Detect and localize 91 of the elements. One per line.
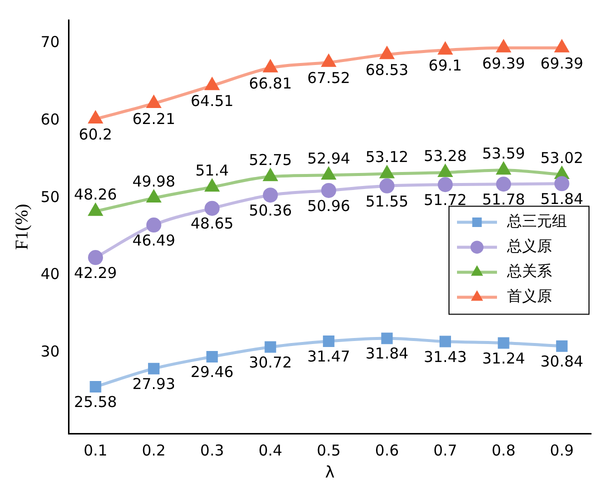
legend-label: 总关系 bbox=[506, 262, 552, 280]
point bbox=[88, 250, 103, 266]
point bbox=[88, 204, 102, 216]
point bbox=[555, 40, 569, 52]
point bbox=[554, 176, 570, 192]
x-tick-label: 0.3 bbox=[200, 442, 224, 460]
data-label: 48.65 bbox=[190, 214, 234, 233]
legend-label: 总三元组 bbox=[506, 212, 567, 230]
data-label: 69.39 bbox=[482, 54, 526, 72]
point bbox=[438, 42, 452, 55]
data-label: 53.12 bbox=[365, 148, 408, 166]
data-label: 69.39 bbox=[540, 54, 584, 72]
y-axis-title: F1(%) bbox=[12, 204, 32, 250]
point bbox=[556, 340, 568, 352]
x-tick-label: 0.9 bbox=[550, 442, 574, 460]
point bbox=[147, 190, 160, 203]
data-label: 68.53 bbox=[365, 60, 408, 79]
data-label: 51.4 bbox=[195, 161, 229, 180]
data-label: 52.94 bbox=[307, 150, 350, 168]
data-label: 53.02 bbox=[540, 148, 584, 167]
data-label: 67.52 bbox=[307, 68, 350, 87]
x-tick-label: 0.4 bbox=[258, 442, 282, 460]
x-tick-label: 0.8 bbox=[492, 442, 516, 460]
x-tick-label: 0.2 bbox=[142, 442, 166, 460]
data-label: 31.84 bbox=[365, 344, 408, 363]
point bbox=[205, 180, 219, 192]
point bbox=[380, 166, 394, 178]
data-label: 42.29 bbox=[74, 264, 117, 282]
y-tick-label: 60 bbox=[40, 110, 60, 128]
data-label: 31.24 bbox=[482, 349, 526, 368]
point bbox=[322, 168, 336, 180]
legend-label: 总义原 bbox=[506, 237, 552, 256]
point bbox=[496, 40, 510, 52]
data-label: 66.81 bbox=[248, 74, 292, 92]
data-label: 27.93 bbox=[132, 374, 176, 393]
point bbox=[88, 112, 102, 124]
data-label: 48.26 bbox=[74, 186, 117, 204]
data-label: 60.2 bbox=[78, 125, 112, 144]
data-label: 53.28 bbox=[424, 146, 467, 165]
point bbox=[438, 177, 453, 192]
data-label: 64.51 bbox=[190, 92, 234, 110]
y-tick-label: 70 bbox=[40, 33, 60, 52]
data-label: 51.72 bbox=[424, 190, 467, 209]
data-label: 50.36 bbox=[248, 202, 292, 220]
data-label: 30.72 bbox=[248, 353, 292, 372]
point bbox=[205, 78, 219, 90]
point bbox=[147, 96, 160, 108]
data-label: 51.55 bbox=[365, 192, 408, 210]
y-tick-label: 50 bbox=[40, 188, 60, 206]
point bbox=[148, 362, 160, 374]
point bbox=[90, 381, 102, 393]
data-label: 52.75 bbox=[248, 151, 292, 170]
data-label: 25.58 bbox=[74, 393, 117, 412]
point bbox=[381, 332, 393, 344]
data-label: 53.59 bbox=[482, 144, 526, 163]
data-label: 51.78 bbox=[482, 190, 526, 209]
data-label: 62.21 bbox=[132, 110, 176, 128]
point bbox=[264, 169, 278, 182]
point bbox=[379, 178, 394, 194]
data-label: 46.49 bbox=[132, 231, 176, 250]
x-tick-label: 0.5 bbox=[316, 442, 341, 460]
data-label: 69.1 bbox=[428, 56, 462, 75]
point bbox=[438, 165, 452, 178]
point bbox=[498, 337, 510, 349]
point bbox=[206, 351, 218, 363]
data-label: 31.43 bbox=[424, 348, 467, 366]
point bbox=[146, 218, 162, 233]
y-tick-label: 30 bbox=[40, 342, 60, 360]
point bbox=[204, 200, 220, 216]
point bbox=[264, 60, 278, 72]
x-tick-label: 0.7 bbox=[433, 442, 458, 460]
point bbox=[440, 336, 452, 348]
point bbox=[264, 341, 276, 353]
point bbox=[321, 182, 336, 198]
data-label: 49.98 bbox=[132, 172, 176, 190]
data-label: 29.46 bbox=[190, 363, 234, 382]
point bbox=[322, 335, 334, 347]
point bbox=[322, 54, 336, 67]
data-label: 51.84 bbox=[540, 190, 584, 208]
x-tick-label: 0.1 bbox=[84, 442, 108, 460]
data-label: 30.84 bbox=[540, 352, 584, 370]
y-tick-label: 40 bbox=[40, 265, 60, 284]
point bbox=[380, 47, 394, 60]
point bbox=[262, 188, 278, 203]
data-label: 50.96 bbox=[307, 196, 350, 215]
x-tick-label: 0.6 bbox=[375, 442, 399, 460]
point bbox=[496, 176, 512, 192]
legend-label: 首义原 bbox=[507, 287, 552, 306]
data-label: 31.47 bbox=[307, 348, 350, 366]
point bbox=[496, 162, 510, 175]
x-axis-title: λ bbox=[325, 462, 335, 482]
